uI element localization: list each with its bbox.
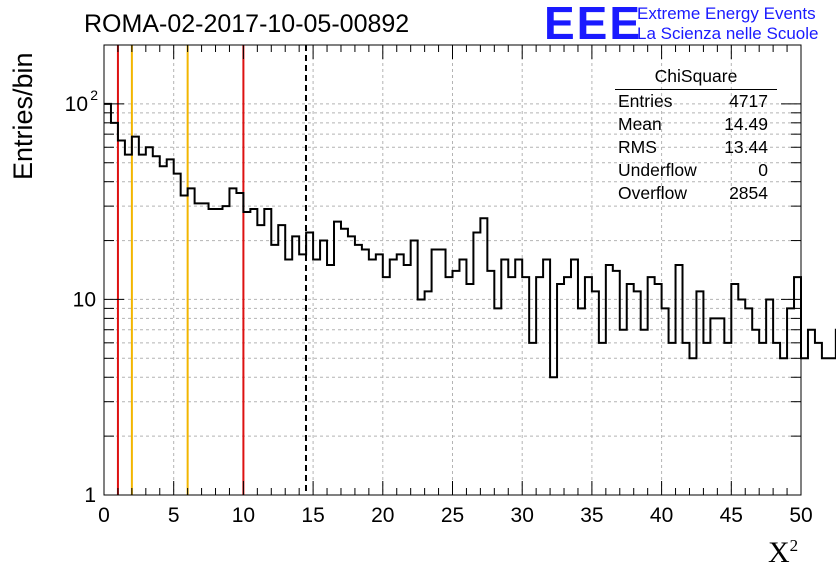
- stats-box: ChiSquare Entries 4717 Mean 14.49 RMS 13.44…: [610, 66, 777, 205]
- stats-row: Underflow 0: [610, 159, 776, 182]
- stats-row: Overflow 2854: [610, 182, 776, 205]
- x-tick-label: 0: [98, 504, 110, 527]
- x-tick-label: 35: [580, 504, 603, 527]
- stats-value: 13.44: [724, 137, 768, 157]
- x-tick-label: 30: [511, 504, 534, 527]
- x-tick-label: 45: [720, 504, 743, 527]
- y-tick-label: 10: [73, 288, 96, 311]
- stats-row: Mean 14.49: [610, 113, 776, 136]
- stats-label: Underflow: [618, 160, 697, 180]
- x-tick-label: 15: [301, 504, 324, 527]
- y-tick-label: 1: [84, 484, 96, 507]
- x-axis-label-superscript: 2: [789, 536, 799, 555]
- histogram-outline: [104, 102, 836, 379]
- stats-row: Entries 4717: [610, 90, 776, 113]
- x-tick-label: 20: [371, 504, 394, 527]
- x-tick-label: 40: [650, 504, 673, 527]
- y-tick-label: 10: [65, 93, 88, 116]
- stats-label: RMS: [618, 137, 657, 157]
- x-axis-label: X2: [768, 536, 798, 570]
- x-tick-label: 5: [168, 504, 180, 527]
- x-tick-label: 25: [441, 504, 464, 527]
- stats-title: ChiSquare: [615, 66, 777, 90]
- stats-value: 4717: [729, 91, 768, 111]
- eee-logo: EEE: [544, 0, 643, 49]
- y-axis-label: Entries/bin: [8, 52, 38, 180]
- y-tick-label-exponent: 2: [90, 87, 98, 103]
- page-title: ROMA-02-2017-10-05-00892: [84, 10, 410, 38]
- stats-label: Mean: [618, 114, 662, 134]
- stats-value: 2854: [729, 183, 768, 203]
- stats-value: 0: [758, 160, 768, 180]
- stats-label: Entries: [618, 91, 673, 111]
- x-tick-label: 50: [789, 504, 812, 527]
- x-tick-label: 10: [232, 504, 255, 527]
- stats-row: RMS 13.44: [610, 136, 776, 159]
- stats-label: Overflow: [618, 183, 688, 203]
- logo-line-1: Extreme Energy Events: [637, 4, 816, 23]
- x-axis-label-base: X: [768, 536, 790, 569]
- logo-line-2: La Scienza nelle Scuole: [637, 24, 819, 43]
- stats-value: 14.49: [724, 114, 768, 134]
